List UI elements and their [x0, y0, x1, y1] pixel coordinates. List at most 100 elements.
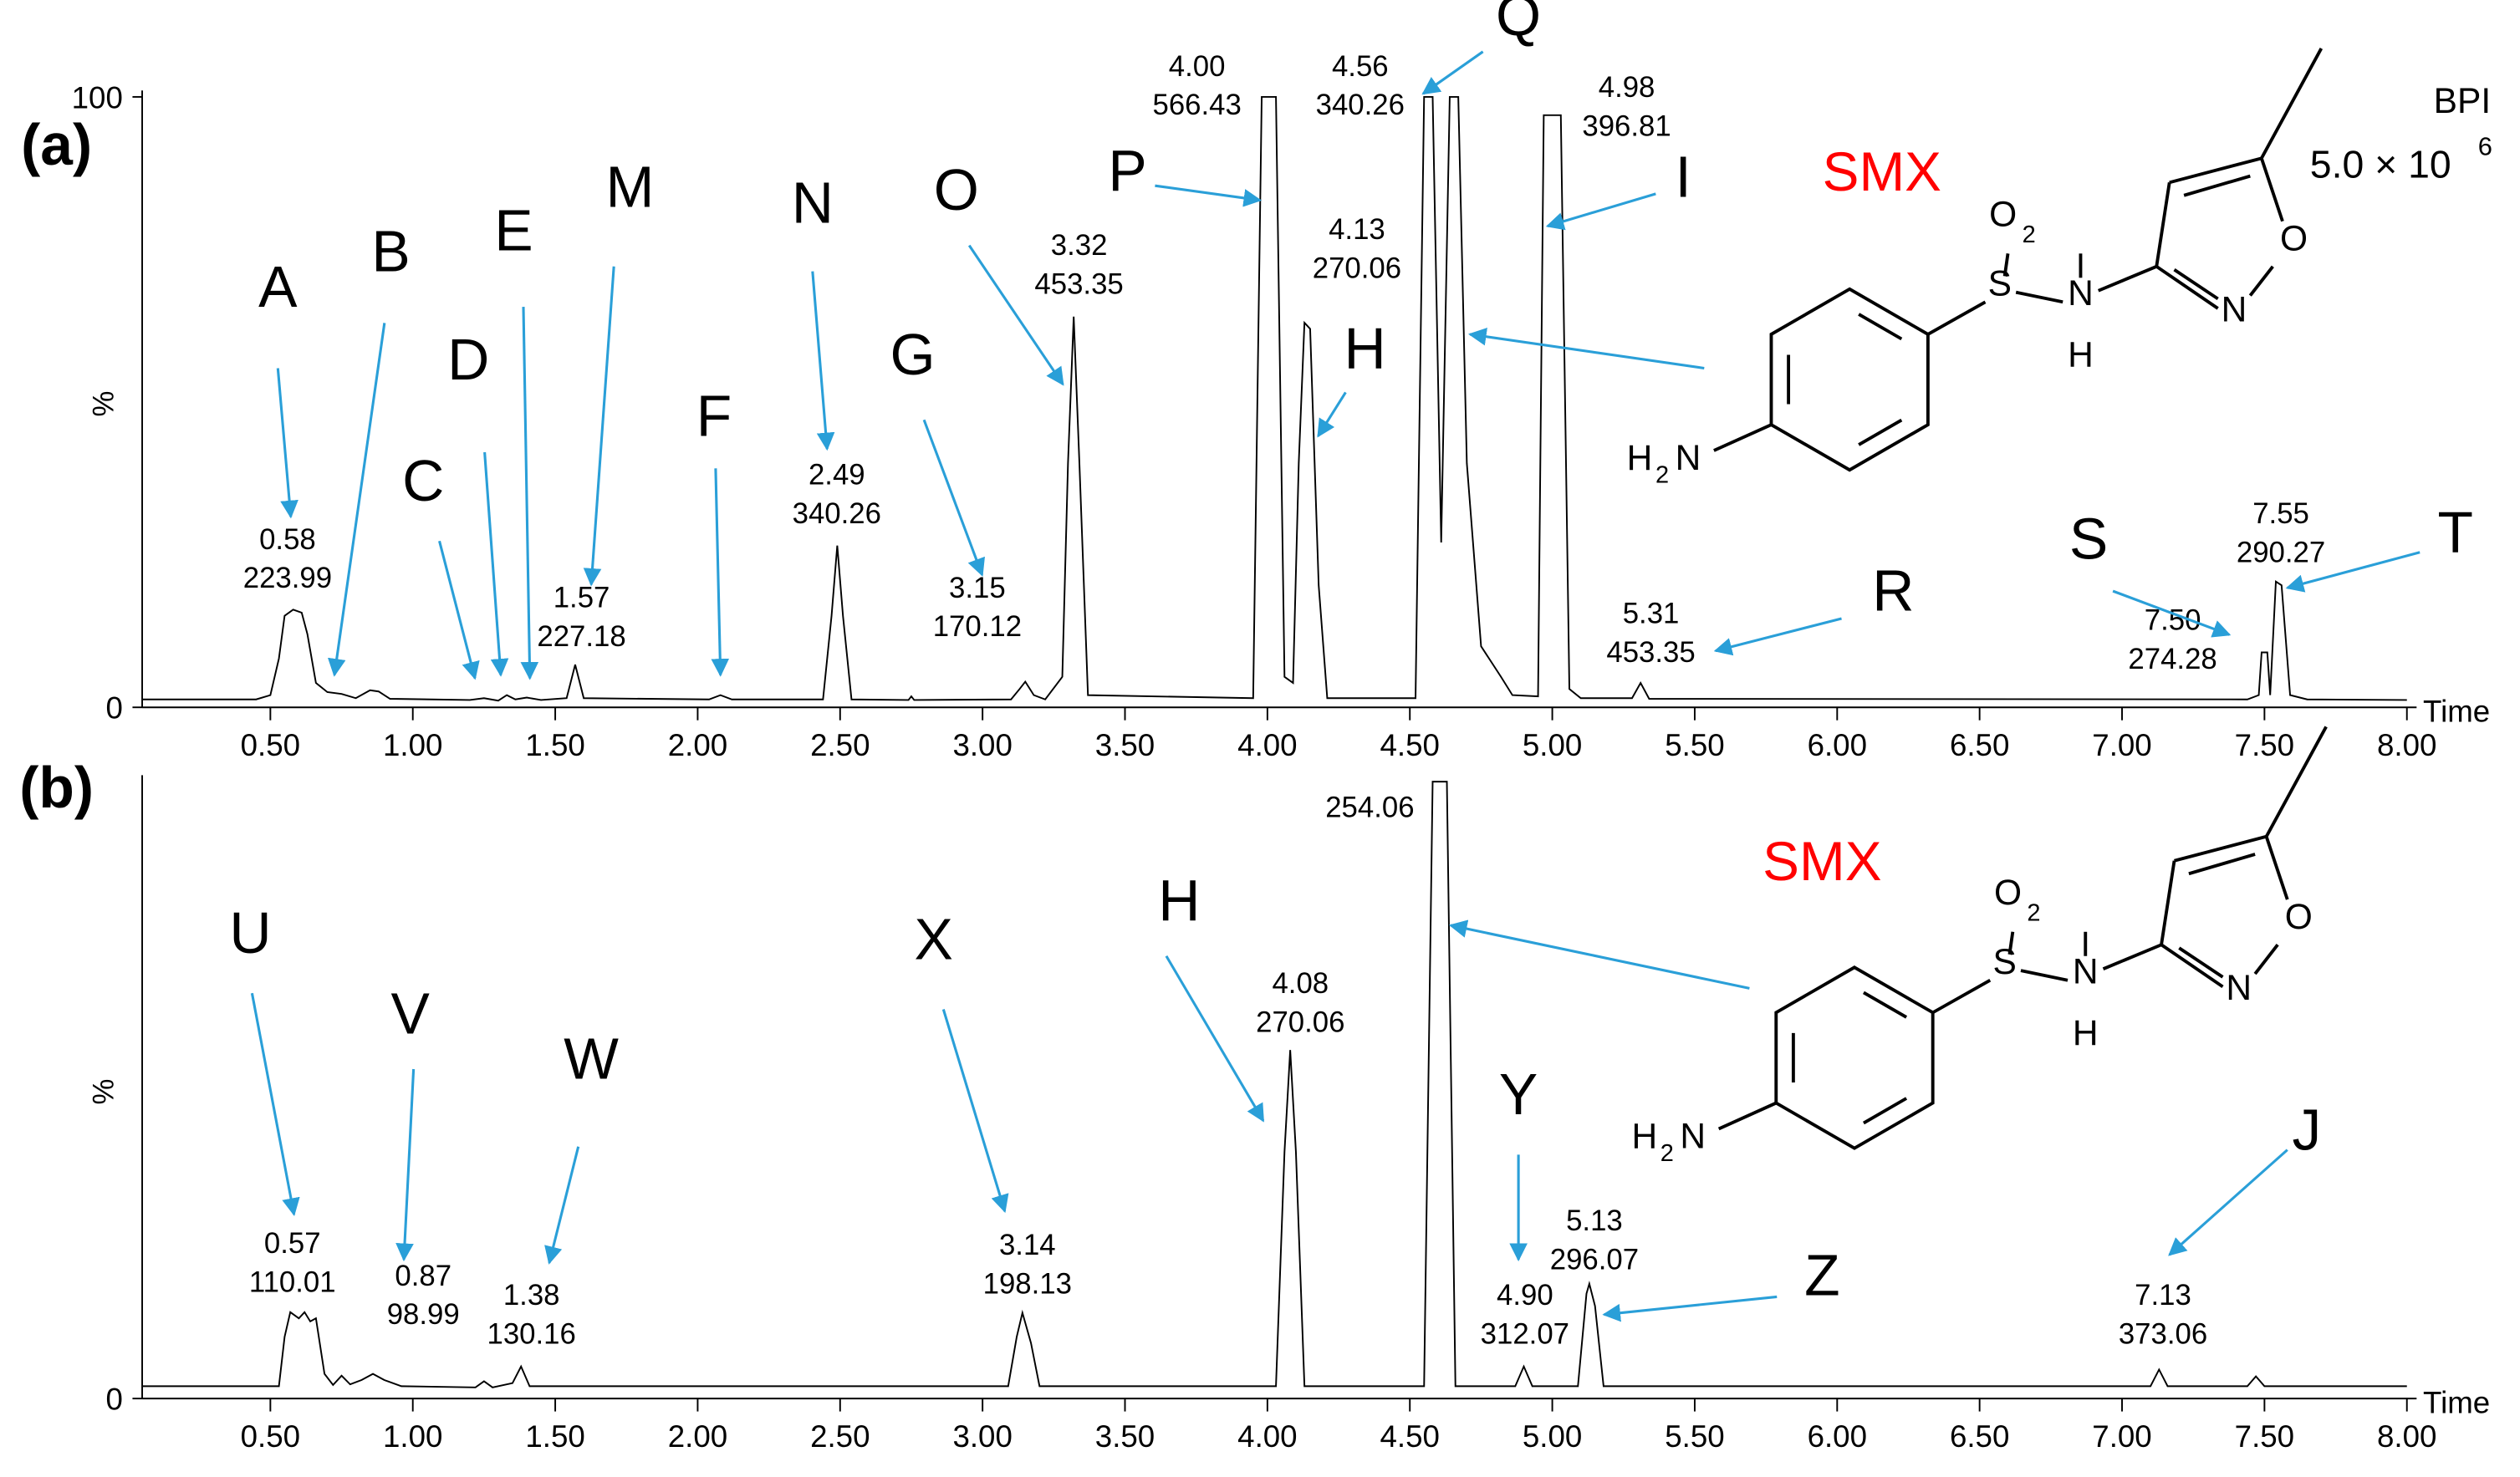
bond	[2260, 48, 2324, 160]
peak-letter: E	[494, 197, 533, 262]
peak-mz: 98.99	[387, 1299, 460, 1331]
atom-label: 2	[2023, 222, 2036, 248]
x-tick-label: 6.50	[1950, 728, 2009, 762]
peak-letter: Y	[1499, 1062, 1538, 1127]
peak-time: 4.08	[1272, 968, 1329, 1000]
atom-label: N	[2068, 274, 2094, 313]
atom-label: H	[1631, 1118, 1657, 1157]
x-tick-label: 3.50	[1095, 1419, 1155, 1454]
arrow	[711, 468, 730, 677]
arrow	[544, 1146, 580, 1265]
bond	[2253, 944, 2279, 975]
x-tick-label: 7.50	[2235, 728, 2294, 762]
y-axis-label: %	[88, 1079, 120, 1105]
arrow	[922, 419, 985, 577]
arrow	[2112, 589, 2232, 638]
peak-letter: T	[2437, 500, 2472, 565]
double-bond	[2173, 268, 2219, 301]
bond	[2020, 969, 2069, 982]
peak-mz: 198.13	[983, 1269, 1072, 1301]
x-tick-label: 4.50	[1380, 1419, 1440, 1454]
x-tick-label: 4.50	[1380, 728, 1440, 762]
peak-letter: P	[1108, 138, 1146, 203]
peak-letter: V	[391, 980, 431, 1046]
bond	[2007, 931, 2015, 955]
peak-mz: 290.27	[2237, 537, 2325, 568]
arrow	[1421, 50, 1484, 95]
bond	[2155, 265, 2219, 310]
peak-mz: 110.01	[249, 1267, 336, 1299]
bond	[2248, 265, 2274, 297]
chromatogram-trace	[142, 95, 2407, 702]
x-tick-label: 5.50	[1665, 1419, 1724, 1454]
atom-label: S	[1988, 265, 2012, 304]
atom-label: H	[2073, 1014, 2099, 1053]
bond	[2102, 943, 2162, 970]
x-axis-label: Time	[2423, 695, 2490, 729]
x-tick-label: 1.50	[525, 1419, 584, 1454]
arrow	[941, 1009, 1009, 1214]
x-tick-label: 2.50	[810, 728, 870, 762]
bond	[1713, 423, 1773, 452]
bond	[2002, 253, 2010, 277]
peak-mz: 340.26	[793, 498, 881, 530]
chromatogram-trace	[142, 781, 2407, 1388]
peak-time: 1.38	[503, 1280, 560, 1311]
arrow	[1155, 184, 1263, 207]
arrow	[483, 451, 509, 677]
arrow	[1317, 391, 1347, 438]
peak-letter: H	[1158, 868, 1200, 933]
peak-mz: 227.18	[537, 621, 625, 653]
peak-time: 4.98	[1599, 72, 1655, 104]
atom-label: 2	[1655, 462, 1669, 489]
x-tick-label: 5.00	[1523, 728, 1582, 762]
arrow	[1602, 1295, 1778, 1322]
peak-mz: 312.07	[1481, 1318, 1569, 1350]
arrow	[2168, 1148, 2288, 1256]
peak-time: 7.13	[2135, 1280, 2191, 1311]
peak-letter: O	[934, 157, 979, 222]
x-axis-label: Time	[2423, 1386, 2490, 1420]
double-bond	[1862, 991, 1908, 1019]
y-tick-label: 100	[72, 80, 123, 115]
peak-mz: 130.16	[487, 1318, 575, 1350]
bond	[2155, 182, 2171, 267]
peak-letter: Q	[1496, 0, 1541, 48]
peak-time: 5.31	[1623, 598, 1680, 630]
peak-letter: J	[2293, 1098, 2322, 1163]
x-tick-label: 1.00	[383, 728, 442, 762]
peak-letter: H	[1344, 315, 1385, 380]
benzene-ring	[1769, 287, 1930, 472]
peak-mz: 270.06	[1313, 252, 1401, 284]
atom-label: N	[1680, 1118, 1706, 1157]
peak-mz: 396.81	[1582, 110, 1671, 142]
arrow	[520, 307, 539, 680]
trace-label: BPI	[2434, 82, 2492, 121]
peak-mz: 453.35	[1606, 637, 1695, 669]
peak-time: 2.49	[809, 460, 865, 491]
bond	[2015, 290, 2063, 304]
atom-label: N	[2226, 969, 2252, 1008]
peak-time: 3.32	[1051, 230, 1108, 262]
bond	[2097, 264, 2158, 293]
peak-mz: 340.26	[1316, 89, 1405, 121]
double-bond	[2178, 946, 2224, 979]
intensity-exponent: 6	[2478, 131, 2492, 160]
arrow	[1468, 328, 1705, 370]
bond	[2174, 834, 2267, 863]
atom-label: N	[2222, 290, 2247, 329]
arrow	[327, 323, 386, 677]
peak-letter: C	[402, 448, 444, 513]
atom-label: O	[1989, 195, 2017, 234]
atom-label: O	[2280, 219, 2308, 258]
arrow	[967, 244, 1064, 386]
x-tick-label: 7.00	[2092, 1419, 2151, 1454]
peak-letter: G	[890, 322, 936, 387]
atom-label: S	[1992, 943, 2016, 982]
bond	[2264, 726, 2328, 838]
peak-letter: F	[696, 384, 732, 449]
bond	[1931, 979, 1992, 1015]
x-tick-label: 6.00	[1808, 728, 1867, 762]
